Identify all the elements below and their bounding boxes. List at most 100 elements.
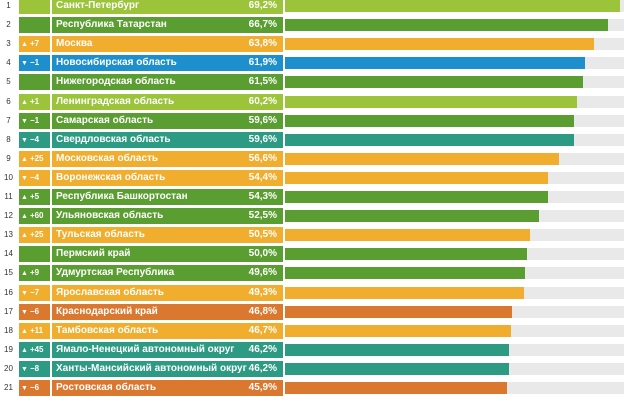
rank-change-badge: ▼ −6 (19, 303, 50, 320)
table-row: 15 ▲ +9 Удмуртская Республика 49,6% (0, 265, 624, 282)
table-row: 16 ▼ −7 Ярославская область 49,3% (0, 284, 624, 301)
value-label: 69,2% (248, 0, 277, 11)
rank-label: 8 (6, 134, 11, 144)
rank-change-badge: ▲ +25 (19, 227, 50, 244)
bar-track (285, 114, 624, 127)
rank-label: 12 (4, 211, 13, 221)
bar-track (285, 38, 624, 51)
arrow-down-icon: ▼ (21, 136, 28, 144)
bar (285, 382, 508, 394)
bar-track (285, 382, 624, 394)
rank-change-value: +25 (29, 230, 44, 240)
arrow-down-icon: ▼ (21, 117, 28, 125)
rank-change-badge: ▼ −7 (19, 284, 50, 301)
value-label: 49,3% (248, 286, 277, 298)
rank-label: 14 (4, 249, 13, 259)
bar (285, 0, 621, 12)
rank-change-value: −1 (29, 115, 40, 125)
rank-change-value: +45 (29, 344, 44, 354)
region-label: Тамбовская область 46,7% (52, 322, 283, 339)
region-name: Нижегородская область (56, 76, 176, 88)
value-label: 54,3% (248, 191, 277, 202)
table-row: 9 ▲ +25 Московская область 56,6% (0, 150, 624, 167)
region-label: Свердловская область 59,6% (52, 131, 283, 148)
value-label: 63,8% (248, 38, 277, 50)
rank-label: 4 (6, 58, 11, 68)
region-name: Тамбовская область (56, 324, 159, 336)
value-label: 45,9% (248, 382, 277, 393)
bar-track (285, 133, 624, 146)
arrow-up-icon: ▲ (21, 155, 28, 163)
region-label: Пермский край 50,0% (52, 246, 283, 263)
rank-change-badge: ▲ +45 (19, 341, 50, 358)
rank-label: 19 (4, 344, 13, 354)
table-row: 5 Нижегородская область 61,5% (0, 74, 624, 91)
bar (285, 305, 512, 318)
rank-label: 2 (6, 20, 11, 30)
rank-change-value: +7 (29, 39, 40, 49)
region-name: Удмуртская Республика (56, 267, 175, 279)
region-name: Новосибирская область (56, 57, 177, 69)
rank-label: 9 (6, 153, 11, 163)
arrow-down-icon: ▼ (21, 308, 28, 316)
rank-label: 15 (4, 268, 13, 278)
rank-change-badge: ▼ −4 (19, 131, 50, 148)
arrow-up-icon: ▲ (21, 327, 28, 335)
region-label: Москва 63,8% (52, 36, 283, 53)
region-name: Ярославская область (56, 286, 164, 298)
value-label: 46,2% (248, 343, 277, 355)
bar-track (285, 286, 624, 299)
region-name: Ростовская область (56, 382, 157, 393)
table-row: 4 ▼ −1 Новосибирская область 61,9% (0, 55, 624, 72)
region-name: Краснодарский край (56, 305, 158, 317)
rank-label: 18 (4, 325, 13, 335)
value-label: 46,8% (248, 305, 277, 317)
bar (285, 248, 528, 261)
region-label: Ульяновская область 52,5% (52, 208, 283, 225)
table-row: 6 ▲ +1 Ленинградская область 60,2% (0, 93, 624, 110)
region-label: Ростовская область 45,9% (52, 380, 283, 396)
rank-change-badge: ▲ +5 (19, 189, 50, 205)
bar (285, 152, 560, 165)
value-label: 46,2% (248, 362, 277, 374)
rank-change-badge (19, 74, 50, 91)
region-name: Московская область (56, 152, 159, 164)
bar (285, 57, 585, 70)
arrow-up-icon: ▲ (21, 194, 28, 201)
bar (285, 191, 548, 203)
rank-change-badge: ▲ +1 (19, 93, 50, 110)
value-label: 61,9% (248, 57, 277, 69)
bar-track (285, 267, 624, 280)
value-label: 56,6% (248, 152, 277, 164)
value-label: 60,2% (248, 95, 277, 107)
bar-track (285, 0, 624, 12)
value-label: 54,4% (248, 171, 277, 183)
bar-track (285, 305, 624, 318)
rank-label: 13 (4, 230, 13, 240)
arrow-up-icon: ▲ (21, 41, 28, 49)
arrow-up-icon: ▲ (21, 98, 28, 106)
bar (285, 229, 530, 242)
value-label: 52,5% (248, 210, 277, 222)
rank-change-value: +5 (29, 192, 40, 201)
table-row: 21 ▼ −6 Ростовская область 45,9% (0, 380, 624, 396)
rank-change-badge (19, 17, 50, 34)
bar (285, 210, 540, 223)
rank-label: 21 (4, 383, 13, 392)
arrow-up-icon: ▲ (21, 346, 28, 354)
rank-change-badge: ▼ −1 (19, 55, 50, 72)
rank-change-badge: ▲ +60 (19, 208, 50, 225)
bar-track (285, 19, 624, 32)
bar (285, 95, 577, 108)
region-name: Ульяновская область (56, 210, 164, 222)
value-label: 59,6% (248, 114, 277, 126)
rank-change-value: +25 (29, 153, 44, 163)
region-name: Москва (56, 38, 93, 50)
rank-change-value: +9 (29, 268, 40, 278)
table-row: 14 Пермский край 50,0% (0, 246, 624, 263)
region-name: Ханты-Мансийский автономный округ (56, 362, 247, 374)
value-label: 50,5% (248, 229, 277, 241)
bar (285, 76, 583, 89)
region-label: Тульская область 50,5% (52, 227, 283, 244)
bar-track (285, 324, 624, 337)
